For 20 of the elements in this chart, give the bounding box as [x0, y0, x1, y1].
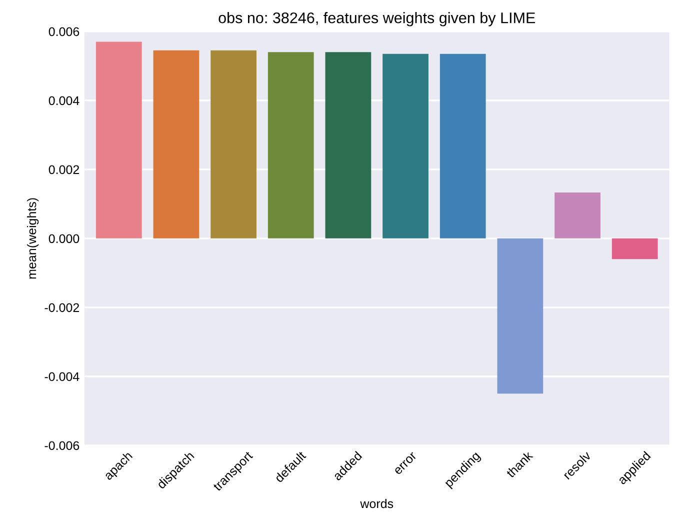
bar [325, 52, 372, 238]
y-tick-label: 0.002 [48, 165, 80, 174]
bar [96, 42, 142, 238]
bar [268, 52, 314, 238]
y-tick-label: 0.000 [48, 234, 80, 244]
bar [153, 50, 200, 238]
bar [497, 238, 544, 394]
y-tick-label: -0.002 [44, 303, 80, 312]
bar [382, 54, 428, 238]
chart-title: obs no: 38246, features weights given by LIME [218, 12, 536, 26]
bar [612, 238, 658, 260]
y-tick-label: 0.004 [48, 96, 80, 106]
bar [210, 50, 256, 238]
y-tick-label: -0.004 [44, 372, 80, 382]
y-axis-title: mean(weights) [26, 198, 39, 279]
bar [440, 54, 486, 238]
bar [554, 192, 600, 238]
x-axis-title: words [360, 498, 394, 508]
y-tick-label: -0.006 [44, 441, 80, 450]
y-tick-label: 0.006 [48, 27, 80, 36]
